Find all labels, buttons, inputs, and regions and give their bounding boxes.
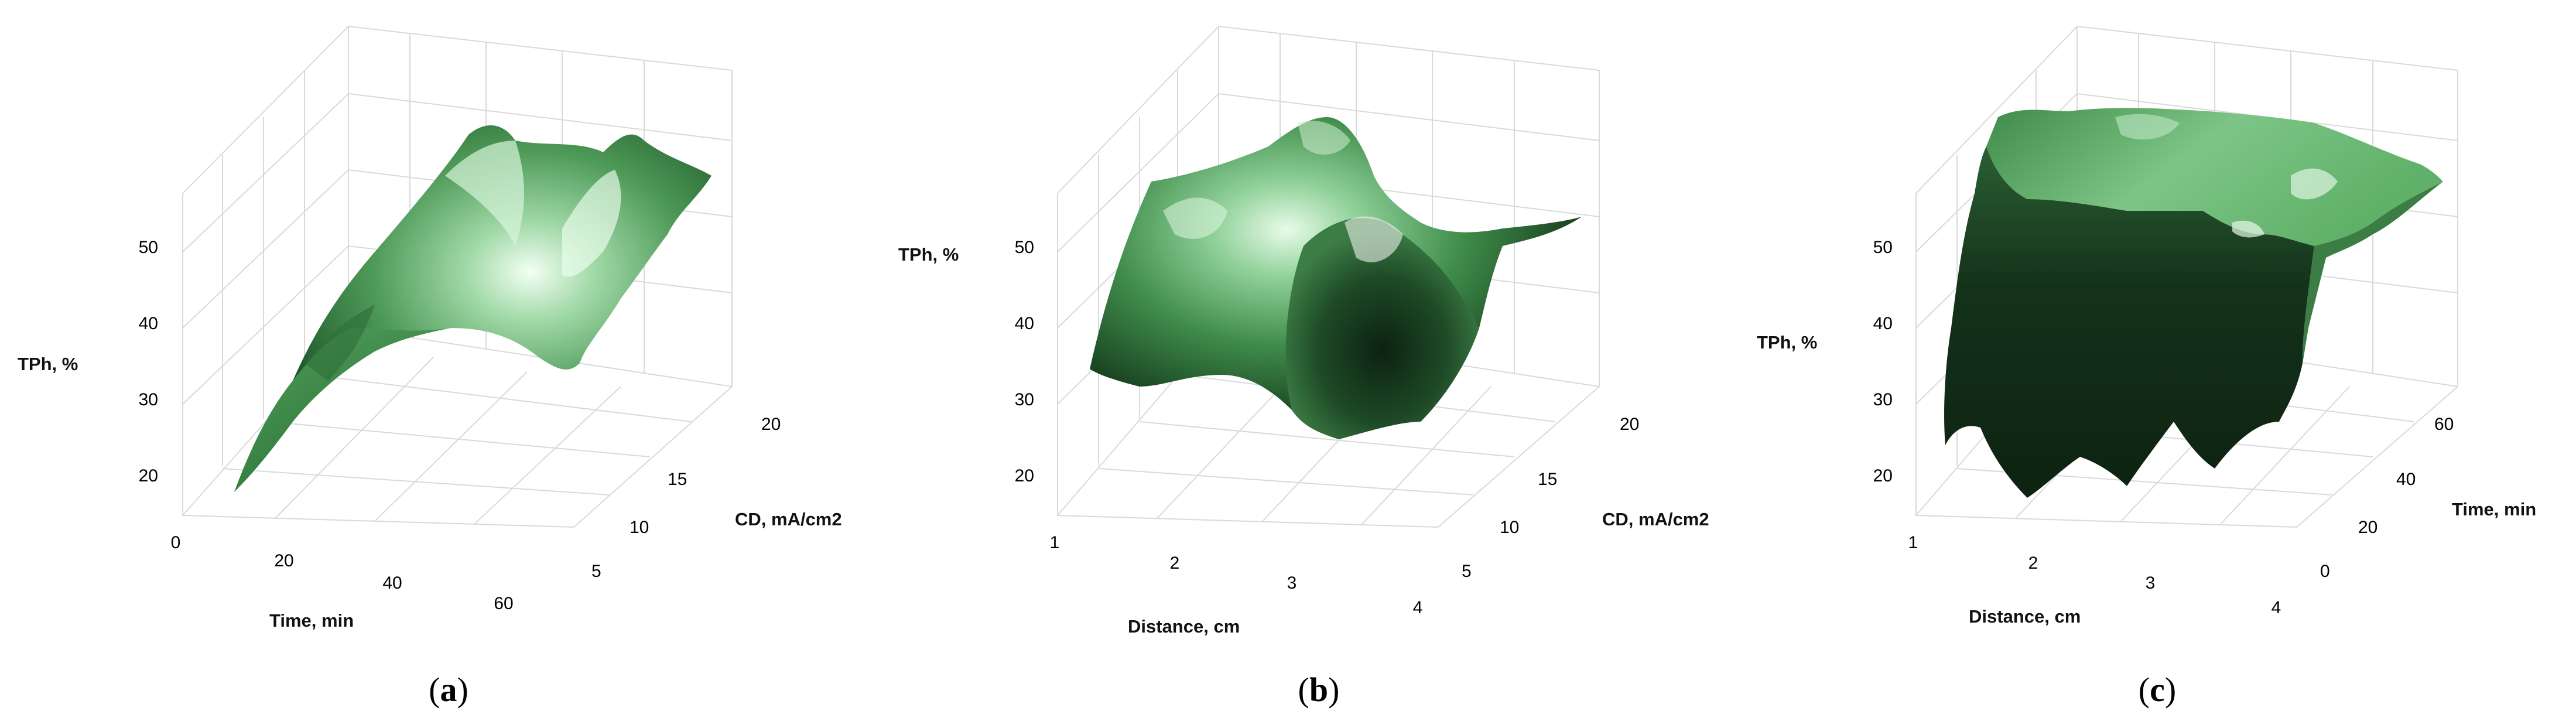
- y-tick: 5: [591, 562, 601, 581]
- z-tick: 40: [1873, 314, 1893, 333]
- y-tick: 5: [1462, 562, 1472, 581]
- surface-plot-b: 50 40 30 20 1 2 3 4 5 10 15 20 TPh, % Di…: [898, 25, 1709, 709]
- y-axis-title: CD, mA/cm2: [735, 509, 842, 529]
- z-tick: 30: [1015, 390, 1034, 409]
- x-tick: 2: [2028, 553, 2038, 573]
- z-tick: 20: [1015, 466, 1034, 486]
- x-axis-title: Distance, cm: [1128, 616, 1240, 637]
- z-tick: 30: [139, 390, 158, 409]
- surface-c: [1944, 108, 2443, 498]
- y-axis-title: CD, mA/cm2: [1602, 509, 1709, 529]
- x-tick: 20: [274, 551, 293, 570]
- surface-a: [234, 125, 711, 492]
- y-tick: 20: [2358, 518, 2377, 537]
- panel-label-c: (c): [2139, 671, 2176, 709]
- x-tick: 1: [1908, 533, 1918, 552]
- y-tick: 40: [2396, 470, 2416, 489]
- y-tick: 20: [1620, 415, 1639, 434]
- panel-label-a: (a): [429, 671, 468, 709]
- x-tick: 1: [1050, 533, 1060, 552]
- x-tick: 60: [494, 594, 513, 613]
- y-tick: 60: [2434, 415, 2454, 434]
- z-tick: 20: [139, 466, 158, 486]
- surface-plot-c: 50 40 30 20 1 2 3 4 0 20 40 60 TPh, % Di…: [1757, 25, 2536, 709]
- x-tick: 2: [1170, 553, 1180, 573]
- x-tick: 3: [2146, 573, 2156, 593]
- y-tick: 20: [761, 415, 781, 434]
- x-tick: 3: [1287, 573, 1297, 593]
- z-axis-title: TPh, %: [898, 244, 959, 265]
- panel-c: 50 40 30 20 1 2 3 4 0 20 40 60 TPh, % Di…: [1717, 0, 2575, 728]
- x-axis-title: Time, min: [269, 610, 354, 631]
- y-tick: 10: [630, 518, 649, 537]
- z-tick: 30: [1873, 390, 1893, 409]
- x-tick: 4: [1413, 598, 1423, 617]
- y-tick: 0: [2320, 562, 2330, 581]
- y-tick: 15: [1538, 470, 1557, 489]
- y-tick: 10: [1500, 518, 1519, 537]
- y-tick: 15: [668, 470, 687, 489]
- y-axis-title: Time, min: [2452, 499, 2536, 519]
- z-tick: 40: [1015, 314, 1034, 333]
- surface-plot-a: 50 40 30 20 0 20 40 60 5 10 15 20 TPh, %…: [18, 25, 842, 709]
- surface-b: [1090, 117, 1582, 439]
- z-tick: 40: [139, 314, 158, 333]
- panel-label-b: (b): [1298, 671, 1340, 709]
- x-tick: 0: [171, 533, 181, 552]
- z-tick: 50: [139, 238, 158, 257]
- panel-b: 50 40 30 20 1 2 3 4 5 10 15 20 TPh, % Di…: [858, 0, 1717, 728]
- panel-a: 50 40 30 20 0 20 40 60 5 10 15 20 TPh, %…: [0, 0, 858, 728]
- z-tick: 20: [1873, 466, 1893, 486]
- x-tick: 4: [2271, 598, 2281, 617]
- z-tick: 50: [1015, 238, 1034, 257]
- x-tick: 40: [382, 573, 402, 593]
- z-axis-title: TPh, %: [1757, 332, 1817, 353]
- z-axis-title: TPh, %: [18, 354, 78, 374]
- x-axis-title: Distance, cm: [1969, 606, 2081, 627]
- z-tick: 50: [1873, 238, 1893, 257]
